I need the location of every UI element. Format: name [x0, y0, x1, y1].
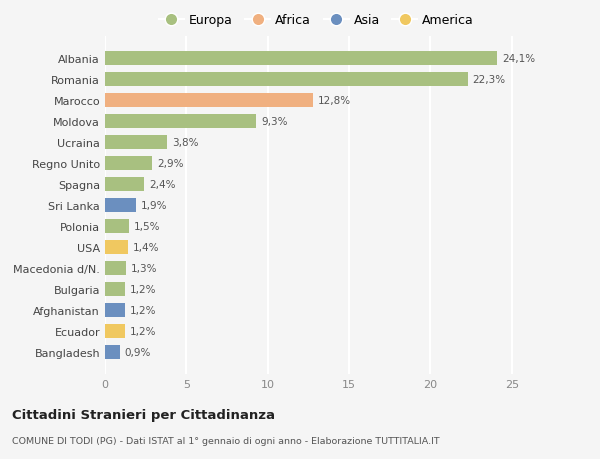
Bar: [105, 324, 125, 338]
Bar: [105, 199, 136, 212]
Text: 24,1%: 24,1%: [502, 54, 535, 64]
Bar: [105, 115, 256, 129]
Text: 1,2%: 1,2%: [130, 284, 156, 294]
Text: 1,2%: 1,2%: [130, 305, 156, 315]
Bar: [105, 282, 125, 296]
Bar: [105, 303, 125, 317]
Text: COMUNE DI TODI (PG) - Dati ISTAT al 1° gennaio di ogni anno - Elaborazione TUTTI: COMUNE DI TODI (PG) - Dati ISTAT al 1° g…: [12, 436, 440, 445]
Bar: [105, 345, 119, 359]
Text: 22,3%: 22,3%: [473, 75, 506, 85]
Text: 1,2%: 1,2%: [130, 326, 156, 336]
Bar: [105, 262, 126, 275]
Legend: Europa, Africa, Asia, America: Europa, Africa, Asia, America: [154, 9, 479, 32]
Text: 2,9%: 2,9%: [157, 158, 184, 168]
Bar: [105, 178, 144, 191]
Bar: [105, 219, 130, 233]
Bar: [105, 157, 152, 170]
Bar: [105, 52, 497, 66]
Text: Cittadini Stranieri per Cittadinanza: Cittadini Stranieri per Cittadinanza: [12, 409, 275, 421]
Bar: [105, 241, 128, 254]
Text: 12,8%: 12,8%: [318, 96, 351, 106]
Text: 1,9%: 1,9%: [141, 201, 167, 210]
Text: 1,4%: 1,4%: [133, 242, 159, 252]
Text: 9,3%: 9,3%: [261, 117, 287, 127]
Bar: [105, 73, 468, 87]
Bar: [105, 94, 313, 107]
Bar: [105, 136, 167, 149]
Text: 0,9%: 0,9%: [125, 347, 151, 357]
Text: 1,5%: 1,5%: [134, 221, 161, 231]
Text: 2,4%: 2,4%: [149, 179, 175, 190]
Text: 3,8%: 3,8%: [172, 138, 198, 148]
Text: 1,3%: 1,3%: [131, 263, 158, 273]
